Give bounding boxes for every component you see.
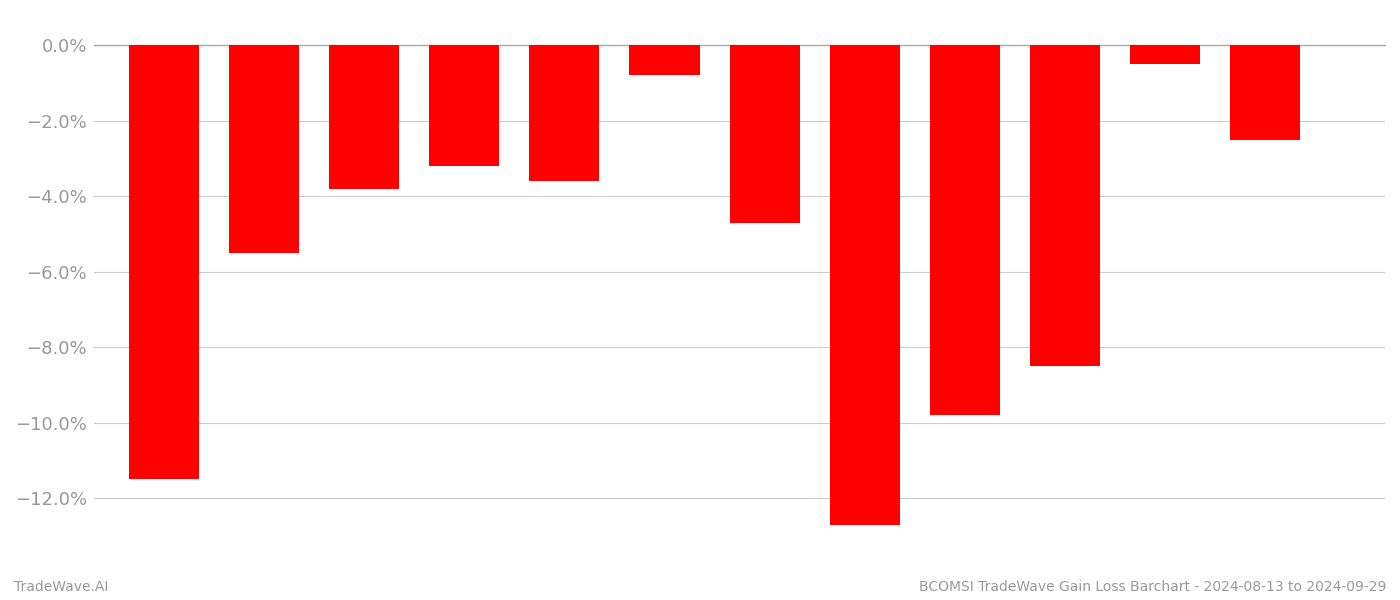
Bar (329, 45, 399, 189)
Bar (630, 45, 700, 76)
Bar (830, 45, 900, 525)
Bar (430, 45, 500, 166)
Text: TradeWave.AI: TradeWave.AI (14, 580, 108, 594)
Text: BCOMSI TradeWave Gain Loss Barchart - 2024-08-13 to 2024-09-29: BCOMSI TradeWave Gain Loss Barchart - 20… (918, 580, 1386, 594)
Bar (1130, 45, 1200, 64)
Bar (129, 45, 199, 479)
Bar (230, 45, 300, 253)
Bar (729, 45, 799, 223)
Bar (1030, 45, 1100, 366)
Bar (529, 45, 599, 181)
Bar (930, 45, 1000, 415)
Bar (1229, 45, 1301, 140)
